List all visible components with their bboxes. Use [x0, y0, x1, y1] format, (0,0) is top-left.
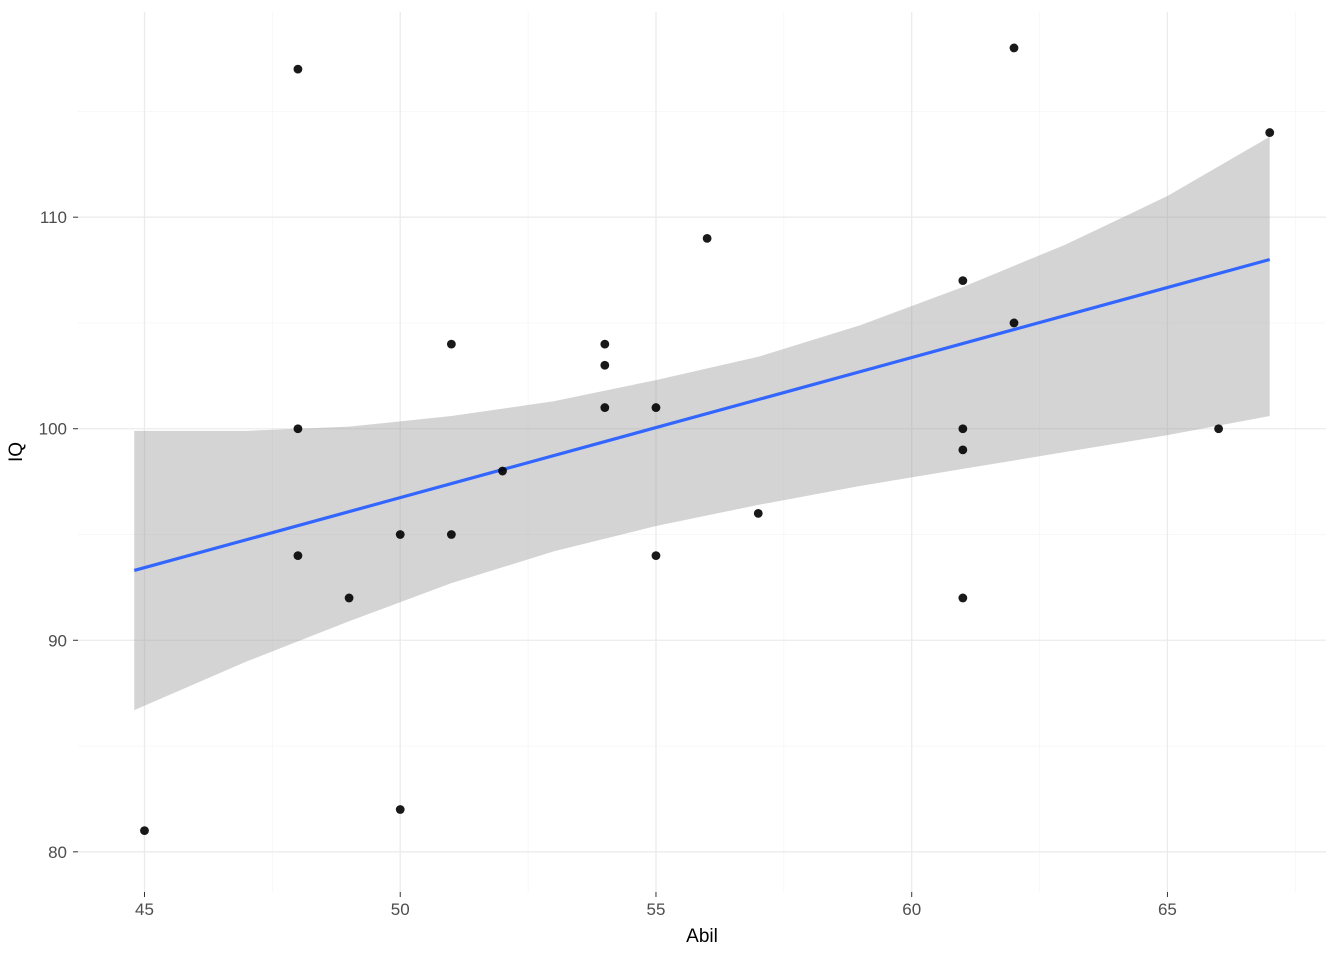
scatter-point [600, 340, 609, 349]
y-tick-label: 90 [48, 631, 67, 650]
scatter-point [754, 509, 763, 518]
scatter-point [958, 445, 967, 454]
scatter-point [294, 65, 303, 74]
scatter-point [652, 403, 661, 412]
x-tick-label: 45 [135, 900, 154, 919]
x-tick-label: 60 [902, 900, 921, 919]
chart-svg: 45 50 55 60 65 80 90 100 110 Abil IQ [0, 0, 1344, 960]
y-tick-label: 100 [39, 420, 67, 439]
scatter-point [958, 276, 967, 285]
y-tick-label: 110 [40, 208, 67, 227]
y-tick-label: 80 [48, 843, 67, 862]
scatter-point [498, 467, 507, 476]
scatter-point [345, 594, 354, 603]
y-axis-title: IQ [6, 442, 27, 462]
scatter-point [396, 530, 405, 539]
x-tick-label: 55 [647, 900, 666, 919]
scatter-point [1010, 319, 1019, 328]
scatter-point [1214, 424, 1223, 433]
scatter-point [1010, 44, 1019, 53]
scatter-point [1265, 128, 1274, 137]
scatter-point [958, 594, 967, 603]
scatter-point [600, 361, 609, 370]
scatter-point [600, 403, 609, 412]
scatter-point [447, 530, 456, 539]
scatter-point [652, 551, 661, 560]
scatter-point [703, 234, 712, 243]
x-axis-title: Abil [686, 926, 718, 947]
scatter-point [958, 424, 967, 433]
scatter-point [140, 826, 149, 835]
scatter-point [294, 424, 303, 433]
scatter-chart: 45 50 55 60 65 80 90 100 110 Abil IQ [0, 0, 1344, 960]
scatter-point [294, 551, 303, 560]
x-tick-label: 65 [1158, 900, 1177, 919]
scatter-point [396, 805, 405, 814]
scatter-point [447, 340, 456, 349]
x-tick-label: 50 [391, 900, 410, 919]
